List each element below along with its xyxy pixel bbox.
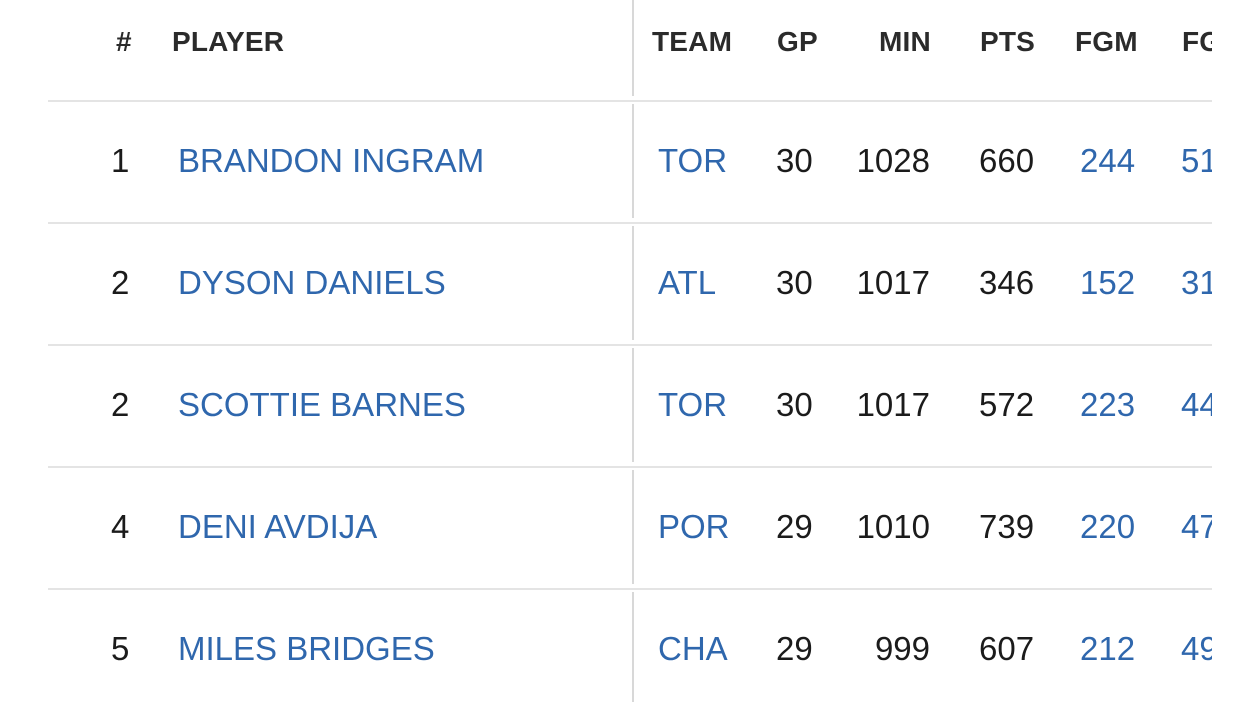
header-pts[interactable]: PTS xyxy=(980,26,1036,57)
gp-cell: 29 xyxy=(776,508,813,545)
player-link[interactable]: DENI AVDIJA xyxy=(178,508,378,545)
player-link[interactable]: DYSON DANIELS xyxy=(178,264,446,301)
table-row: 4 DENI AVDIJA POR 29 1010 739 220 47 xyxy=(0,468,1212,588)
row-divider xyxy=(48,100,1212,102)
table-row: 2 SCOTTIE BARNES TOR 30 1017 572 223 44 xyxy=(0,346,1212,466)
fgm-link[interactable]: 212 xyxy=(1080,630,1136,667)
rank-cell: 4 xyxy=(111,508,130,545)
table-row: 5 MILES BRIDGES CHA 29 999 607 212 49 xyxy=(0,590,1212,702)
stats-table: # PLAYER TEAM GP MIN PTS FGM FG 1 BRANDO… xyxy=(0,0,1212,702)
player-link[interactable]: MILES BRIDGES xyxy=(178,630,435,667)
header-min[interactable]: MIN xyxy=(879,26,931,57)
header-fga[interactable]: FG xyxy=(1182,26,1212,57)
team-link[interactable]: ATL xyxy=(658,264,717,301)
pts-cell: 739 xyxy=(979,508,1035,545)
fga-link[interactable]: 31 xyxy=(1181,264,1212,301)
pts-cell: 607 xyxy=(979,630,1035,667)
rank-cell: 2 xyxy=(111,386,130,423)
gp-cell: 30 xyxy=(776,386,813,423)
fgm-link[interactable]: 244 xyxy=(1080,142,1136,179)
player-link[interactable]: SCOTTIE BARNES xyxy=(178,386,466,423)
header-rank[interactable]: # xyxy=(116,26,132,57)
fga-link[interactable]: 51 xyxy=(1181,142,1212,179)
header-player[interactable]: PLAYER xyxy=(172,26,285,57)
frozen-column-separator xyxy=(632,226,634,340)
header-gp[interactable]: GP xyxy=(777,26,818,57)
table-header: # PLAYER TEAM GP MIN PTS FGM FG xyxy=(0,0,1212,100)
min-cell: 1017 xyxy=(856,386,930,423)
row-divider xyxy=(48,588,1212,590)
frozen-column-separator xyxy=(632,0,634,96)
min-cell: 1017 xyxy=(856,264,930,301)
frozen-column-separator xyxy=(632,592,634,702)
team-link[interactable]: TOR xyxy=(658,142,728,179)
header-team[interactable]: TEAM xyxy=(652,26,733,57)
gp-cell: 29 xyxy=(776,630,813,667)
rank-cell: 2 xyxy=(111,264,130,301)
pts-cell: 346 xyxy=(979,264,1035,301)
fgm-link[interactable]: 152 xyxy=(1080,264,1136,301)
team-link[interactable]: TOR xyxy=(658,386,728,423)
pts-cell: 660 xyxy=(979,142,1035,179)
table-row: 2 DYSON DANIELS ATL 30 1017 346 152 31 xyxy=(0,224,1212,344)
min-cell: 1010 xyxy=(856,508,930,545)
table-row: 1 BRANDON INGRAM TOR 30 1028 660 244 51 xyxy=(0,102,1212,222)
min-cell: 1028 xyxy=(856,142,930,179)
fga-link[interactable]: 47 xyxy=(1181,508,1212,545)
row-divider xyxy=(48,222,1212,224)
row-divider xyxy=(48,466,1212,468)
rank-cell: 5 xyxy=(111,630,130,667)
frozen-column-separator xyxy=(632,348,634,462)
team-link[interactable]: CHA xyxy=(658,630,728,667)
header-fgm[interactable]: FGM xyxy=(1075,26,1138,57)
fga-link[interactable]: 49 xyxy=(1181,630,1212,667)
gp-cell: 30 xyxy=(776,264,813,301)
rank-cell: 1 xyxy=(111,142,130,179)
min-cell: 999 xyxy=(874,630,930,667)
fgm-link[interactable]: 220 xyxy=(1080,508,1136,545)
team-link[interactable]: POR xyxy=(658,508,730,545)
frozen-column-separator xyxy=(632,104,634,218)
fgm-link[interactable]: 223 xyxy=(1080,386,1136,423)
gp-cell: 30 xyxy=(776,142,813,179)
fga-link[interactable]: 44 xyxy=(1181,386,1212,423)
frozen-column-separator xyxy=(632,470,634,584)
row-divider xyxy=(48,344,1212,346)
player-link[interactable]: BRANDON INGRAM xyxy=(178,142,485,179)
pts-cell: 572 xyxy=(979,386,1035,423)
